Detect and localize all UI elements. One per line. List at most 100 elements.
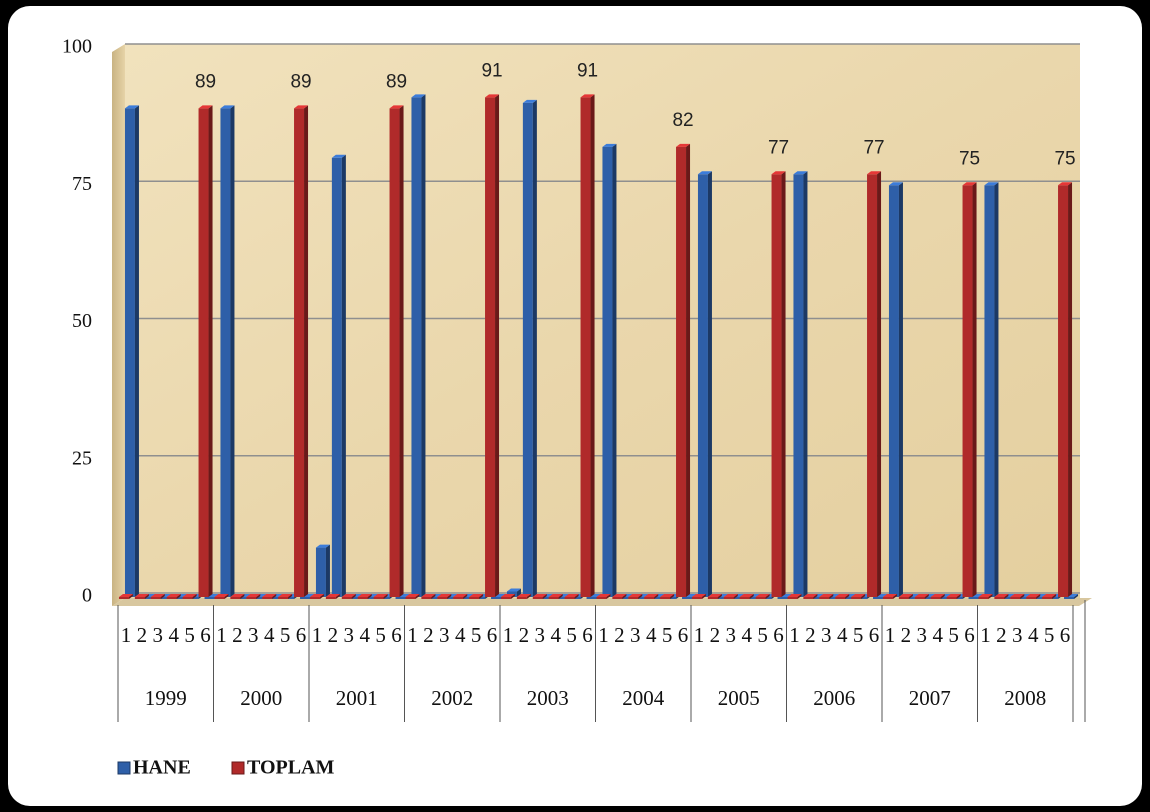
- bar: [803, 594, 818, 599]
- group-label: 2006: [813, 686, 855, 710]
- x-tick-label: 1: [885, 623, 896, 647]
- x-tick-label: 5: [662, 623, 673, 647]
- bar-top: [341, 594, 356, 597]
- bar-side: [558, 594, 563, 599]
- bar-front: [198, 108, 209, 597]
- bar-top: [707, 594, 722, 597]
- data-label: 91: [577, 60, 598, 81]
- bar: [405, 594, 420, 599]
- bar: [962, 182, 977, 597]
- bar: [691, 594, 706, 599]
- bar-side: [861, 594, 866, 599]
- bar: [437, 594, 452, 599]
- bar-side: [654, 594, 659, 599]
- group-label: 1999: [145, 686, 187, 710]
- bar-side: [421, 94, 426, 597]
- bar: [166, 594, 181, 599]
- data-label: 75: [959, 148, 980, 169]
- bar-front: [984, 185, 995, 597]
- bar-top: [166, 594, 181, 597]
- bar-side: [288, 594, 293, 599]
- bar: [697, 171, 712, 597]
- x-tick-label: 3: [535, 623, 546, 647]
- bar-top: [246, 594, 261, 597]
- bar-side: [1036, 594, 1041, 599]
- bar-side: [208, 105, 213, 597]
- bar-side: [526, 594, 531, 599]
- bar: [602, 143, 617, 597]
- bar-front: [405, 597, 416, 599]
- bar-front: [787, 597, 798, 599]
- bar-side: [510, 594, 515, 599]
- x-tick-label: 6: [964, 623, 975, 647]
- bar-top: [644, 594, 659, 597]
- bar-front: [755, 597, 766, 599]
- bar-top: [411, 94, 426, 98]
- x-tick-label: 2: [901, 623, 912, 647]
- bar-side: [877, 171, 882, 597]
- bar-side: [803, 171, 808, 597]
- legend-swatch: [231, 761, 245, 775]
- data-label: 82: [672, 110, 693, 131]
- bar-front: [946, 597, 957, 599]
- bar-front: [411, 97, 422, 597]
- bar: [220, 105, 235, 597]
- y-tick-label: 100: [62, 36, 92, 58]
- x-tick-label: 3: [630, 623, 641, 647]
- bar-top: [946, 594, 961, 597]
- bar-front: [389, 108, 400, 597]
- bar-front: [1010, 597, 1021, 599]
- bar-side: [319, 594, 324, 599]
- bar-side: [415, 594, 420, 599]
- bar-front: [1026, 597, 1037, 599]
- bar-side: [590, 94, 595, 597]
- bar-front: [262, 597, 273, 599]
- bar-front: [166, 597, 177, 599]
- x-tick-label: 2: [519, 623, 530, 647]
- bar-front: [516, 597, 527, 599]
- bar: [230, 594, 245, 599]
- bar-side: [892, 594, 897, 599]
- bar-front: [968, 597, 979, 599]
- bar-top: [676, 143, 691, 147]
- bar-front: [819, 597, 830, 599]
- bar-top: [182, 594, 197, 597]
- bar: [564, 594, 579, 599]
- bar-front: [1058, 185, 1069, 597]
- bar: [755, 594, 770, 599]
- bar-top: [819, 594, 834, 597]
- bar-front: [214, 597, 225, 599]
- bar: [294, 105, 309, 597]
- bar-top: [421, 594, 436, 597]
- x-tick-label: 2: [614, 623, 625, 647]
- x-tick-label: 4: [359, 623, 370, 647]
- bar: [124, 105, 139, 597]
- bar-front: [309, 597, 320, 599]
- bar-front: [421, 597, 432, 599]
- x-tick-label: 6: [678, 623, 689, 647]
- x-tick-label: 5: [471, 623, 482, 647]
- bar-top: [405, 594, 420, 597]
- bar-top: [357, 594, 372, 597]
- x-tick-label: 2: [423, 623, 434, 647]
- bar-front: [246, 597, 257, 599]
- bar-front: [644, 597, 655, 599]
- bar-top: [994, 594, 1009, 597]
- bar-side: [431, 594, 436, 599]
- bar-top: [898, 594, 913, 597]
- x-tick-label: 4: [550, 623, 561, 647]
- bar-front: [602, 146, 613, 597]
- bar: [676, 143, 691, 597]
- bar: [596, 594, 611, 599]
- bar-front: [771, 174, 782, 597]
- bar-top: [888, 182, 903, 186]
- x-tick-label: 1: [694, 623, 705, 647]
- bar: [262, 594, 277, 599]
- bar: [389, 105, 404, 597]
- x-tick-label: 5: [375, 623, 386, 647]
- bar-top: [548, 594, 563, 597]
- x-tick-label: 4: [646, 623, 657, 647]
- bar-front: [978, 597, 989, 599]
- bar-front: [888, 185, 899, 597]
